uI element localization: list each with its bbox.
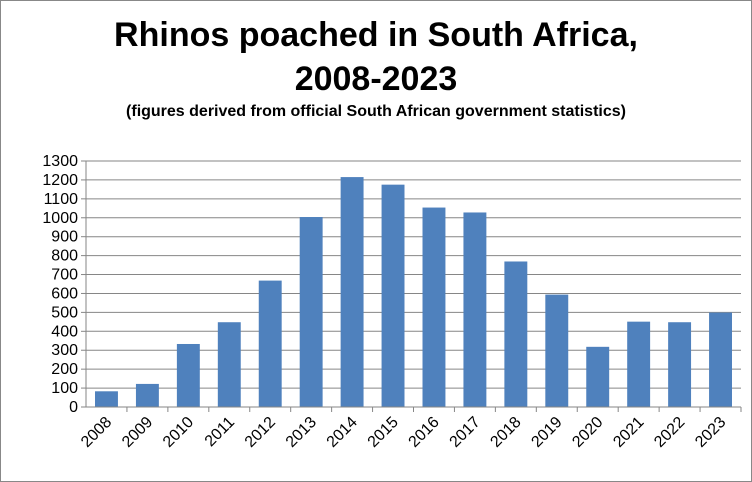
bar-2019 bbox=[545, 294, 569, 407]
y-tick-label: 1100 bbox=[44, 191, 79, 208]
bar-2018 bbox=[504, 261, 528, 407]
x-tick-label: 2023 bbox=[692, 414, 729, 451]
y-tick-label: 1200 bbox=[42, 172, 78, 189]
bar-2012 bbox=[258, 280, 282, 407]
x-tick-label: 2020 bbox=[569, 414, 606, 451]
bar-2008 bbox=[95, 391, 118, 407]
bars bbox=[95, 177, 732, 407]
y-tick-label: 200 bbox=[51, 361, 78, 378]
x-tick-labels: 2008 2009 2010 2011 2012 2013 2014 2015 2016 2017… bbox=[78, 414, 729, 451]
bar-2021 bbox=[627, 321, 651, 407]
x-tick-label: 2017 bbox=[447, 414, 484, 451]
x-tick-label: 2009 bbox=[119, 414, 156, 451]
bar-2013 bbox=[299, 217, 323, 407]
y-tick-label: 100 bbox=[51, 380, 78, 397]
x-tick-label: 2011 bbox=[202, 414, 238, 450]
y-tick-label: 300 bbox=[51, 342, 78, 359]
bar-2015 bbox=[381, 184, 405, 407]
y-tick-label: 1000 bbox=[42, 210, 78, 227]
y-tick-label: 0 bbox=[69, 399, 78, 416]
x-tick-label: 2018 bbox=[487, 414, 524, 451]
y-tick-label: 500 bbox=[51, 304, 78, 321]
x-tick-label: 2012 bbox=[242, 414, 279, 451]
x-tick-label: 2016 bbox=[406, 414, 443, 451]
x-tick-label: 2022 bbox=[651, 414, 688, 451]
chart-title: Rhinos poached in South Africa, 2008-202… bbox=[1, 13, 751, 101]
bar-2017 bbox=[463, 212, 487, 407]
x-tick-label: 2013 bbox=[283, 414, 320, 451]
bar-2009 bbox=[135, 383, 159, 407]
chart-title-line-2: 2008-2023 bbox=[294, 60, 458, 98]
bar-2016 bbox=[422, 207, 446, 407]
y-tick-label: 900 bbox=[51, 229, 78, 246]
x-tick-label: 2010 bbox=[160, 414, 197, 451]
bar-2020 bbox=[586, 346, 610, 407]
x-tick-label: 2019 bbox=[528, 414, 565, 451]
x-tick-label: 2015 bbox=[365, 414, 402, 451]
y-tick-label: 400 bbox=[51, 323, 78, 340]
axes bbox=[85, 161, 742, 412]
y-tick-label: 800 bbox=[51, 248, 78, 265]
y-tick-label: 1300 bbox=[42, 153, 78, 170]
chart-subtitle: (figures derived from official South Afr… bbox=[126, 103, 626, 120]
gridlines bbox=[86, 160, 741, 389]
bar-2023 bbox=[709, 312, 732, 407]
x-tick-label: 2008 bbox=[78, 414, 115, 451]
bar-2014 bbox=[340, 177, 364, 407]
chart-title-line-1: Rhinos poached in South Africa, bbox=[114, 16, 638, 54]
y-tick-label: 600 bbox=[51, 285, 78, 302]
x-tick-label: 2014 bbox=[324, 414, 361, 451]
bar-2010 bbox=[176, 343, 200, 407]
bar-2022 bbox=[668, 322, 692, 407]
bar-2011 bbox=[217, 322, 241, 407]
y-tick-label: 700 bbox=[51, 267, 78, 284]
x-tick-label: 2021 bbox=[610, 414, 647, 451]
